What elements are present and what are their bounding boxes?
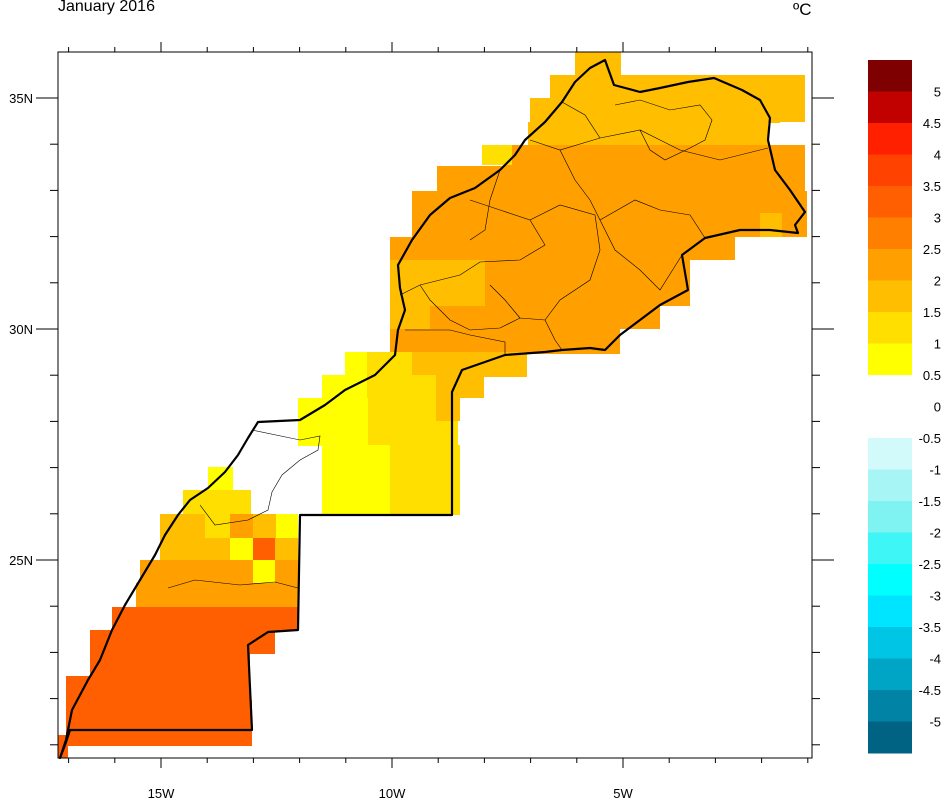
- grid-cell: [298, 398, 368, 446]
- map-title: January 2016: [58, 0, 155, 15]
- color-scale-label: 0.5: [923, 368, 941, 383]
- color-scale-label: -5: [929, 715, 941, 730]
- grid-cell: [390, 306, 430, 329]
- color-scale-label: -2: [929, 526, 941, 541]
- country-borders: [58, 58, 807, 760]
- lon-tick-label: 5W: [613, 786, 633, 801]
- color-swatch: [868, 91, 912, 124]
- color-scale-label: 2.5: [923, 242, 941, 257]
- grid-cell: [90, 654, 250, 746]
- grid-cell: [253, 538, 275, 560]
- color-swatch: [868, 532, 912, 565]
- grid-cell: [482, 145, 512, 165]
- color-scale-label: -1.5: [919, 494, 941, 509]
- grid-cell: [322, 445, 390, 515]
- grid-cell: [230, 514, 253, 538]
- color-scale-bar: 5 4.5 4 3.5 3 2.5 2 1.5 1 0.5 0 -0.5 -1 -1.5 -2 -2.5 -3 -…: [868, 60, 941, 754]
- color-scale-label: -3: [929, 589, 941, 604]
- color-swatch: [868, 721, 912, 754]
- grid-cell: [390, 445, 460, 515]
- color-scale-label: 2: [934, 274, 941, 289]
- grid-cell: [90, 630, 275, 654]
- grid-cell: [230, 538, 253, 560]
- grid-cell: [208, 467, 233, 490]
- grid-cell: [136, 583, 298, 607]
- frame-border: [57, 51, 813, 759]
- grid-cell: [183, 490, 251, 515]
- color-swatch: [868, 406, 912, 439]
- grid-cell: [760, 213, 782, 237]
- grid-cell: [276, 538, 298, 560]
- color-swatch: [868, 249, 912, 281]
- color-swatch: [868, 501, 912, 533]
- grid-cell: [390, 237, 735, 260]
- lat-tick-label: 25N: [9, 553, 33, 568]
- color-swatch: [868, 312, 912, 344]
- color-scale-label: 3: [934, 211, 941, 226]
- color-swatch: [868, 658, 912, 691]
- color-swatch: [868, 469, 912, 502]
- color-swatch: [868, 217, 912, 250]
- color-swatch: [868, 627, 912, 659]
- color-swatch: [868, 60, 912, 92]
- temperature-anomaly-grid: [58, 52, 807, 758]
- color-scale-label: 1: [934, 337, 941, 352]
- color-scale-label: -0.5: [919, 431, 941, 446]
- grid-cell: [436, 398, 460, 421]
- grid-cell: [253, 560, 275, 584]
- grid-cell: [112, 607, 298, 631]
- regional-borders: [167, 99, 769, 589]
- grid-cell: [437, 166, 507, 191]
- lon-tick-label: 15W: [148, 786, 175, 801]
- grid-cell: [528, 122, 768, 145]
- color-scale-label: 3.5: [923, 179, 941, 194]
- color-scale-label: 4.5: [923, 116, 941, 131]
- color-swatch: [868, 595, 912, 628]
- grid-cell: [436, 375, 484, 398]
- color-swatch: [868, 154, 912, 187]
- grid-cell: [276, 514, 298, 538]
- grid-cell: [367, 375, 437, 398]
- color-swatch: [868, 438, 912, 470]
- color-scale-label: -1: [929, 463, 941, 478]
- color-swatch: [868, 123, 912, 155]
- grid-cell: [412, 352, 527, 377]
- color-scale-label: -4.5: [919, 683, 941, 698]
- color-scale-label: 5: [934, 85, 941, 100]
- grid-cell: [345, 352, 367, 375]
- color-scale-label: -3.5: [919, 620, 941, 635]
- color-scale-label: 1.5: [923, 305, 941, 320]
- grid-cell: [430, 306, 660, 329]
- lat-tick-label: 30N: [9, 322, 33, 337]
- color-swatch: [868, 375, 912, 407]
- color-scale-label: 4: [934, 148, 941, 163]
- color-swatch: [868, 690, 912, 722]
- grid-cell: [505, 145, 805, 191]
- lat-tick-label: 35N: [9, 91, 33, 106]
- axis-tick-labels: 15W 10W 5W 35N 30N 25N: [9, 91, 633, 801]
- color-scale-label: -4: [929, 652, 941, 667]
- color-swatch: [868, 186, 912, 218]
- map-frame: [36, 42, 834, 768]
- color-scale-label: 0: [934, 400, 941, 415]
- lon-tick-label: 10W: [379, 786, 406, 801]
- color-scale-label: -2.5: [919, 557, 941, 572]
- color-swatch: [868, 280, 912, 313]
- color-swatch: [868, 564, 912, 596]
- grid-cell: [205, 514, 230, 538]
- color-swatch: [868, 343, 912, 376]
- unit-label: ºC: [793, 0, 812, 19]
- grid-cell: [390, 260, 485, 308]
- grid-cell: [530, 98, 780, 123]
- coastline-border: [58, 58, 807, 760]
- grid-cell: [230, 700, 252, 746]
